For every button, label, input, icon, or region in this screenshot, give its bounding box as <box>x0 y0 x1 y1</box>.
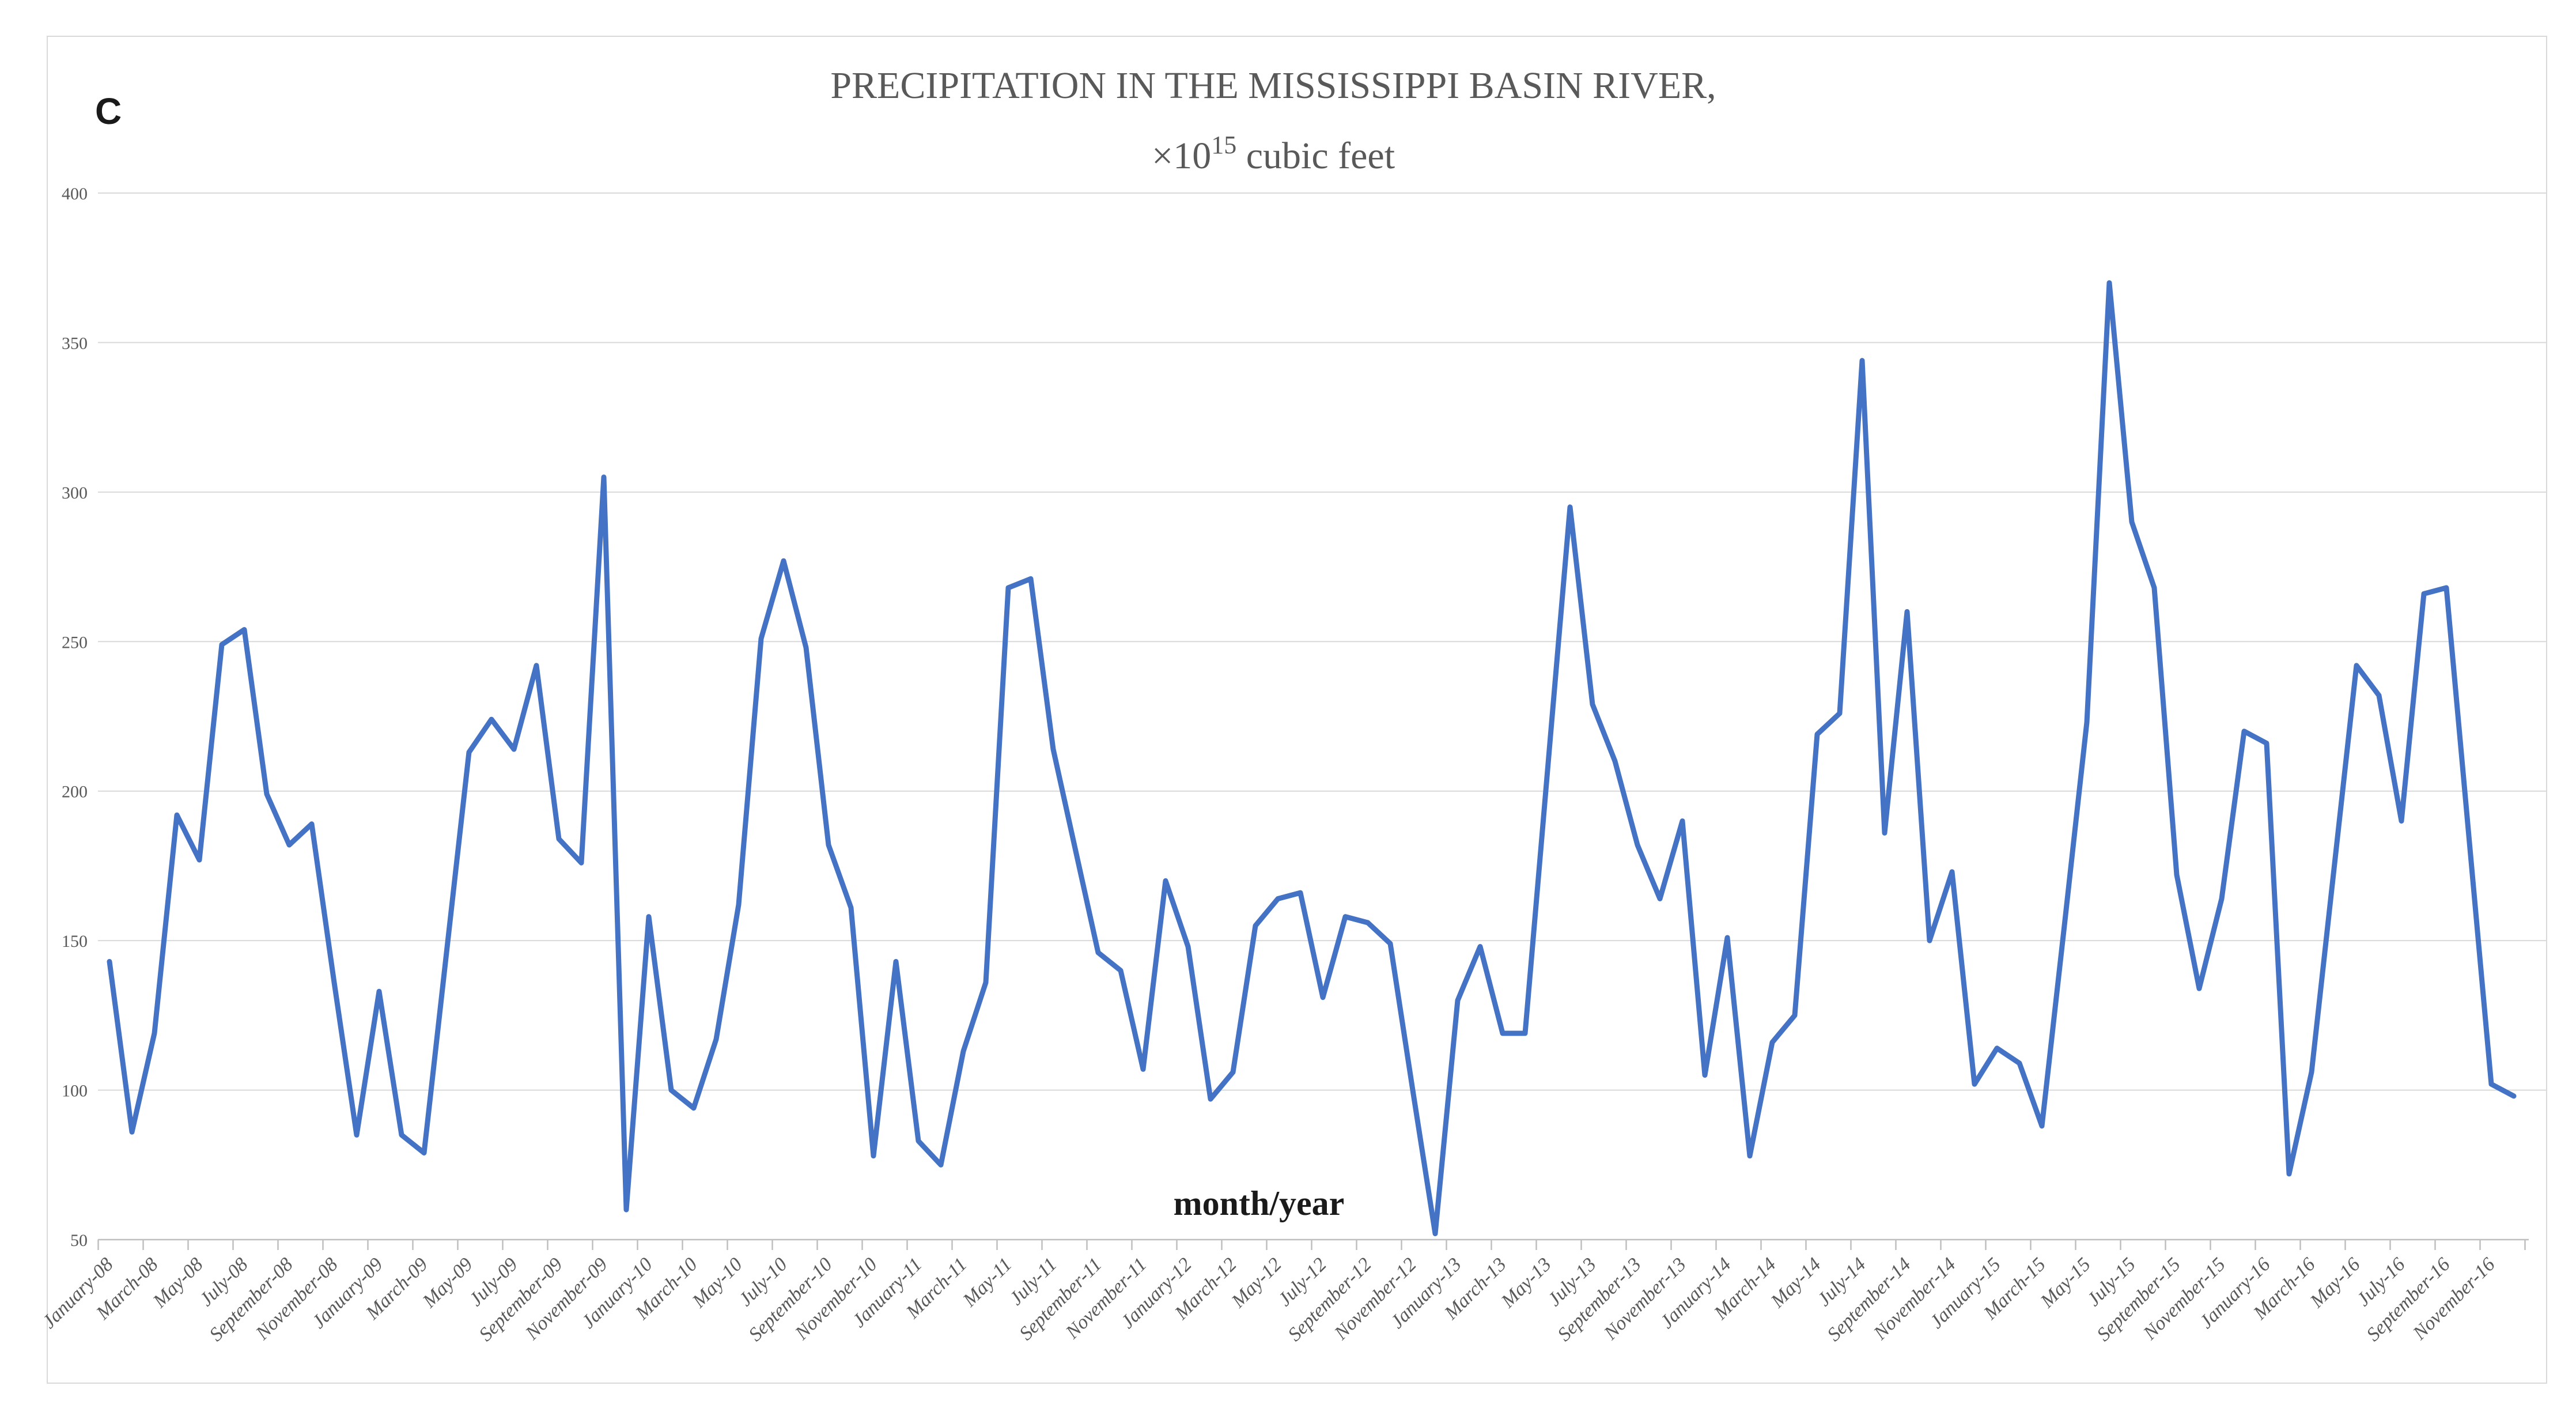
unit-suffix: cubic feet <box>1236 135 1395 177</box>
precipitation-series-line <box>107 280 2517 1237</box>
data-series-layer <box>107 280 2517 1237</box>
y-tick-label-150: 150 <box>62 932 88 951</box>
chart-frame <box>47 36 2547 1384</box>
y-tick-label-100: 100 <box>62 1082 88 1101</box>
chart-title-line2: ×1015 cubic feet <box>1152 131 1395 177</box>
unit-exponent: 15 <box>1211 131 1236 159</box>
y-tick-label-250: 250 <box>62 633 88 652</box>
chart-title-line1: PRECIPITATION IN THE MISSISSIPPI BASIN R… <box>830 65 1716 107</box>
y-tick-label-50: 50 <box>70 1231 88 1250</box>
y-tick-label-350: 350 <box>62 334 88 353</box>
y-tick-label-300: 300 <box>62 484 88 503</box>
y-tick-label-200: 200 <box>62 783 88 802</box>
y-tick-label-400: 400 <box>62 184 88 203</box>
panel-label: C <box>95 90 122 132</box>
x-axis-title: month/year <box>1174 1184 1345 1222</box>
unit-prefix: ×10 <box>1152 135 1211 177</box>
axis-layer <box>97 1238 2529 1250</box>
gridlines-layer <box>98 192 2547 1091</box>
y-axis-labels: 400 350 300 250 200 150 100 50 <box>62 184 88 1250</box>
